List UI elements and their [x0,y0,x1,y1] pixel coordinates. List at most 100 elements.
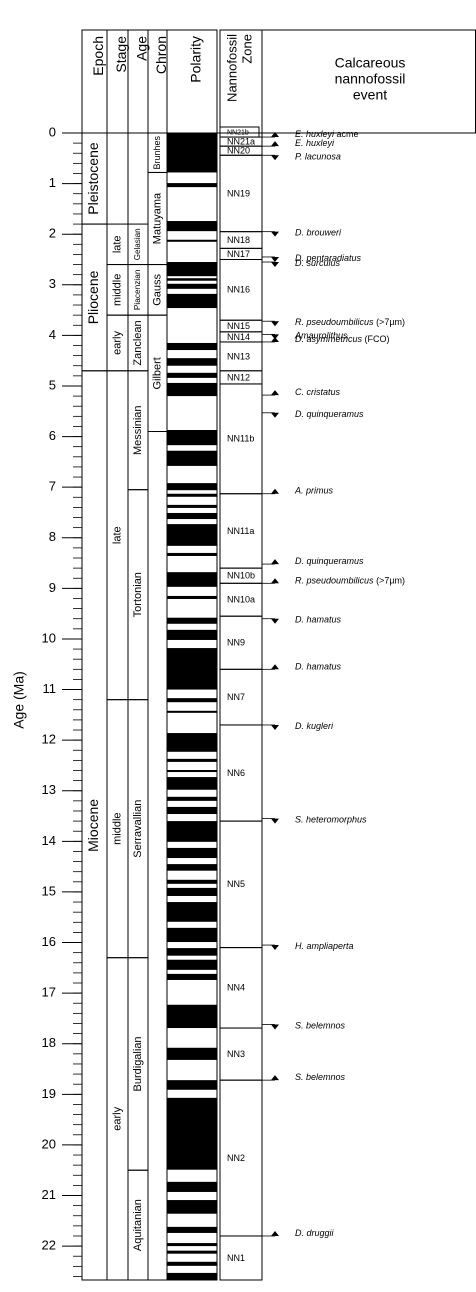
normal-polarity [167,1243,217,1247]
event-name: R. pseudoumbilicus [295,576,374,586]
normal-polarity [167,887,217,896]
event-marker [271,1024,279,1030]
column-header: Stage [113,36,129,73]
event-name: D. quinqueramus [295,556,364,566]
normal-polarity [167,372,217,378]
normal-polarity [167,278,217,281]
event-label: R. pseudoumbilicus (>7µm) [295,318,405,328]
event-name: D. hamatus [295,615,342,625]
event-marker [271,132,279,138]
event-marker [271,321,279,327]
interval-label: Zanclean [132,320,144,365]
event-marker [271,141,279,147]
interval-label: Tortonian [132,572,144,617]
normal-polarity [167,758,217,762]
y-tick-label: 12 [42,732,56,747]
y-tick-label: 10 [42,630,56,645]
normal-polarity [167,902,217,922]
event-marker [271,262,279,268]
zone-label: NN15 [227,321,250,331]
column-header: Epoch [90,36,106,76]
y-tick-label: 14 [42,833,56,848]
normal-polarity [167,927,217,943]
event-name: D. kugleri [295,721,334,731]
y-tick-label: 17 [42,985,56,1000]
event-marker [271,412,279,418]
event-name: E. huxleyi [295,129,335,139]
normal-polarity [167,617,217,624]
normal-polarity [167,733,217,752]
y-tick-label: 13 [42,782,56,797]
normal-polarity [167,524,217,546]
event-label: D. brouweri [295,228,342,238]
column-frame [106,29,129,1281]
event-label: C. cristatus [295,387,341,397]
event-marker [271,578,279,584]
event-marker [271,390,279,396]
column-frame [81,29,108,1281]
event-marker [271,1230,279,1236]
zone-label: NN6 [227,768,245,778]
zone-label: NN21a [227,136,255,146]
normal-polarity [167,493,217,497]
normal-polarity [167,1200,217,1214]
event-label: Amaurolithus [294,331,348,341]
y-tick-label: 16 [42,934,56,949]
zone-label: NN12 [227,372,250,382]
column-header: Nannofossil [224,34,239,102]
normal-polarity [167,342,217,351]
interval-label: middle [111,812,123,844]
interval-label: Burdigalian [132,1036,144,1091]
normal-polarity [167,864,217,871]
event-label: D. druggii [295,1228,335,1238]
y-tick-label: 15 [42,883,56,898]
normal-polarity [167,648,217,690]
y-tick-label: 6 [49,428,56,443]
interval-label: Pleistocene [85,142,101,215]
event-label: A. primus [294,486,334,496]
zone-label: NN19 [227,188,250,198]
normal-polarity [167,821,217,842]
event-marker [271,1075,279,1081]
column-header: Calcareous [335,55,406,71]
normal-polarity [167,239,217,242]
y-tick-label: 5 [49,377,56,392]
zone-label: NN17 [227,249,250,259]
normal-polarity [167,1272,217,1280]
interval-label: Gilbert [151,357,163,389]
zone-label: NN11b [227,434,254,444]
interval-label: early [111,1106,123,1130]
event-marker [271,256,279,262]
normal-polarity [167,1261,217,1266]
interval-label: Serravallian [132,800,144,858]
normal-polarity [167,512,217,520]
event-marker [271,559,279,565]
event-name: D. asymmetricus [295,334,363,344]
normal-polarity [167,283,217,289]
event-name: R. pseudoumbilicus [295,318,374,328]
event-label: E. huxleyi acme [295,129,359,139]
zone-label: NN3 [227,1049,245,1059]
normal-polarity [167,262,217,277]
event-label: P. lacunosa [295,152,341,162]
normal-polarity [167,382,217,397]
interval-label: Gelasian [133,228,142,260]
event-name: Amaurolithus [294,331,348,341]
normal-polarity [167,847,217,859]
y-tick-label: 9 [49,580,56,595]
event-label: D. asymmetricus (FCO) [295,334,390,344]
event-name: S. belemnos [295,1073,346,1083]
y-axis-title: Age (Ma) [11,671,27,729]
normal-polarity [167,959,217,970]
event-note: (>7µm) [376,318,405,328]
event-name: C. cristatus [295,387,341,397]
y-tick-label: 18 [42,1035,56,1050]
event-label: D. quinqueramus [295,556,364,566]
interval-label: Miocene [85,799,101,852]
event-label: D. kugleri [295,721,334,731]
event-label: E. huxleyi [295,139,335,149]
normal-polarity [167,293,217,309]
interval-label: late [111,235,123,253]
event-marker [271,945,279,951]
normal-polarity [167,948,217,956]
